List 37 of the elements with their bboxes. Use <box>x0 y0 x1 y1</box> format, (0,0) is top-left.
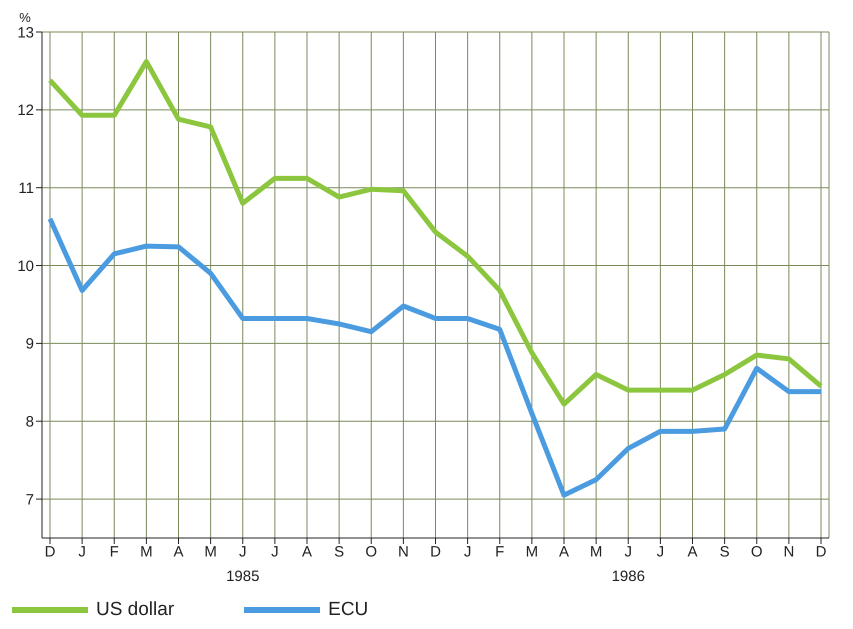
x-tick-label: J <box>624 544 632 561</box>
y-tick-label: 10 <box>17 258 34 275</box>
x-tick-label: M <box>590 544 602 561</box>
x-tick-label: J <box>78 544 86 561</box>
x-tick-label: A <box>173 544 184 561</box>
x-tick-label: D <box>816 544 827 561</box>
x-tick-label: N <box>398 544 409 561</box>
x-tick-label: M <box>140 544 153 561</box>
x-tick-label: J <box>271 544 279 561</box>
text: 1986 <box>610 568 646 585</box>
x-tick-label: O <box>365 544 378 561</box>
x-tick-label: F <box>495 544 504 561</box>
x-tick-label: D <box>430 544 442 561</box>
x-tick-label: J <box>464 544 472 561</box>
x-tick-label: J <box>656 544 664 561</box>
text: 1985 <box>225 568 260 585</box>
y-axis-title: % <box>19 10 32 25</box>
y-tick-label: 13 <box>17 24 34 42</box>
x-tick-label: M <box>526 544 538 561</box>
legend-label: US dollar <box>96 599 174 621</box>
x-tick-label: A <box>558 544 570 561</box>
y-tick-label: 12 <box>17 102 34 120</box>
y-tick-label: 7 <box>26 491 34 508</box>
y-tick-label: 9 <box>26 336 34 353</box>
y-tick-label: 8 <box>26 414 34 431</box>
x-tick-label: A <box>687 544 698 561</box>
x-tick-label: M <box>204 544 217 561</box>
x-tick-label: S <box>720 544 730 561</box>
x-tick-label: N <box>783 544 794 561</box>
legend-label: ECU <box>328 599 368 621</box>
x-tick-label: F <box>110 544 119 561</box>
x-tick-label: J <box>239 544 246 561</box>
x-tick-label: O <box>750 544 763 561</box>
x-tick-label: D <box>44 544 56 561</box>
x-tick-label: S <box>334 544 344 561</box>
y-tick-label: 11 <box>18 180 34 198</box>
x-tick-label: A <box>302 544 312 561</box>
